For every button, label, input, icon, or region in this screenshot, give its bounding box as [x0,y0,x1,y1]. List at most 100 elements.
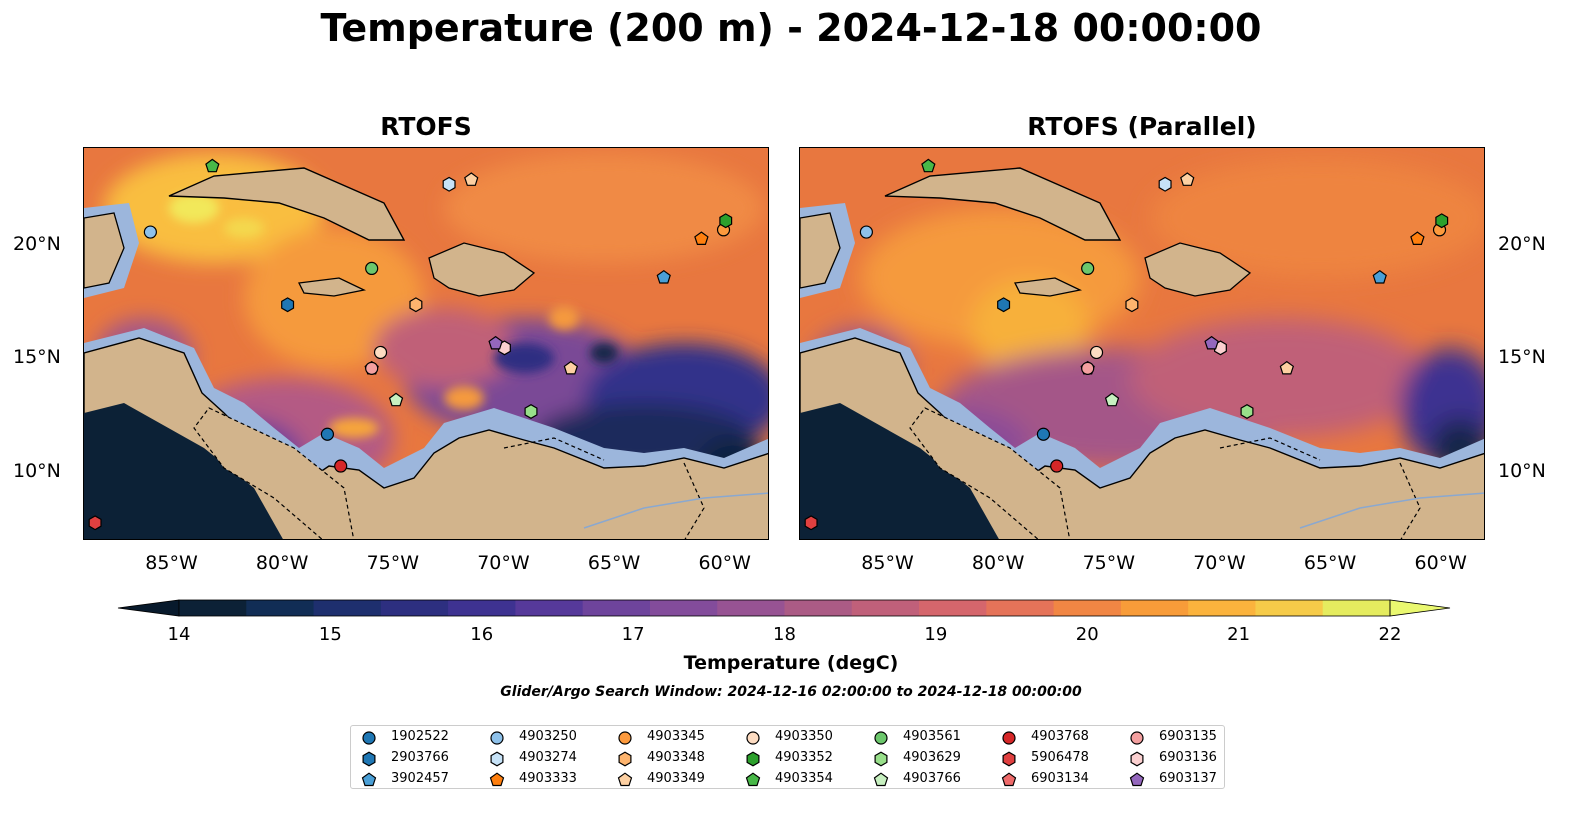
map-rtofs[interactable] [83,147,769,540]
lat-tick-label-right: 10°N [1498,459,1546,482]
legend-marker-4903348[interactable] [618,751,632,767]
legend-marker-4903354[interactable] [745,772,761,787]
colorbar-tick-label: 20 [1075,624,1099,645]
legend-marker-4903561[interactable] [874,731,888,745]
colorbar [117,599,1451,617]
observation-marker-4903352[interactable] [1435,213,1449,229]
colorbar-tick-label: 21 [1227,624,1251,645]
observation-marker-4903766[interactable] [1104,392,1120,407]
legend-label: 4903766 [903,771,961,786]
observation-marker-1902522[interactable] [320,427,335,441]
observation-marker-4903354[interactable] [205,158,220,173]
observation-marker-4903629[interactable] [1240,404,1254,419]
legend-marker-4903345[interactable] [618,731,632,745]
legend-marker-4903629[interactable] [874,751,888,767]
colorbar-segment [515,600,584,616]
observation-marker-4903349[interactable] [1180,172,1195,186]
observation-marker-1902522[interactable] [1036,427,1051,441]
observation-marker-4903274[interactable] [1158,176,1172,192]
observation-marker-5906478[interactable] [804,515,818,531]
legend-marker-4903766[interactable] [873,772,889,787]
legend-item: 4903629 [873,749,998,767]
observation-marker-4903349[interactable] [563,360,579,375]
observation-marker-4903333[interactable] [694,231,709,246]
observation-marker-4903349[interactable] [464,172,479,186]
legend-item: 4903561 [873,728,998,746]
observation-marker-4903352[interactable] [719,213,733,229]
legend-item: 4903766 [873,770,998,788]
legend-marker-4903350[interactable] [746,731,760,745]
panel-title-rtofs: RTOFS [380,112,472,141]
observation-marker-4903348[interactable] [409,297,423,313]
legend-marker-6903137[interactable] [1129,772,1145,787]
observation-marker-6903137[interactable] [488,335,503,350]
legend-marker-icon [618,731,632,745]
lat-tick-label-left: 15°N [13,346,61,369]
legend-marker-5906478[interactable] [1002,751,1016,767]
observation-marker-4903350[interactable] [373,345,388,360]
observations-layer [88,158,733,531]
lon-tick-label: 75°W [1082,552,1136,574]
observation-marker-4903768[interactable] [334,459,348,473]
observation-marker-4903766[interactable] [388,392,404,407]
observation-marker-4903350[interactable] [1089,345,1104,360]
legend-marker-4903352[interactable] [746,751,760,767]
observation-marker-3902457[interactable] [656,269,671,284]
colorbar-tick-label: 15 [318,624,342,645]
legend-marker-4903768[interactable] [1002,731,1016,745]
observation-marker-4903354[interactable] [921,158,936,173]
colorbar-segment [784,600,853,616]
observation-marker-4903561[interactable] [365,261,379,275]
legend-marker-4903274[interactable] [490,751,504,767]
observation-marker-6903137[interactable] [1204,335,1219,350]
observation-marker-4903333[interactable] [1410,231,1425,246]
legend-label: 4903350 [775,729,833,744]
legend-marker-4903250[interactable] [490,731,504,745]
observation-marker-6903135[interactable] [365,361,379,375]
colorbar-tick-label: 17 [621,624,645,645]
legend-marker-6903136[interactable] [1130,751,1144,767]
colorbar-segment [448,600,516,616]
observation-marker-4903349[interactable] [1279,360,1295,375]
colorbar-tick-label: 16 [470,624,494,645]
legend-marker-icon [1002,731,1016,745]
legend-item: 5906478 [1001,749,1126,767]
figure-title: Temperature (200 m) - 2024-12-18 00:00:0… [320,6,1262,50]
legend-marker-icon [874,731,888,745]
legend-marker-3902457[interactable] [361,772,377,787]
legend-label: 4903274 [519,750,577,765]
lon-tick-label: 60°W [698,552,751,574]
observation-marker-4903250[interactable] [143,225,157,239]
eddies [169,193,618,438]
lon-tick-label: 70°W [1193,552,1246,574]
legend-marker-icon [745,772,761,787]
legend-item: 1902522 [361,728,486,746]
legend-label: 5906478 [1031,750,1089,765]
legend-marker-2903766[interactable] [362,751,376,767]
observation-marker-4903274[interactable] [442,176,456,192]
legend-marker-4903333[interactable] [489,772,505,787]
colorbar-label: Temperature (degC) [683,652,899,674]
legend: 1902522 2903766 3902457 4903250 4903274 49033… [350,725,1225,789]
legend-label: 4903250 [519,729,577,744]
legend-marker-4903349[interactable] [617,772,633,787]
observation-marker-2903766[interactable] [281,297,295,313]
observation-marker-3902457[interactable] [1372,269,1387,284]
legend-item: 4903349 [617,770,742,788]
observation-marker-5906478[interactable] [88,515,102,531]
observation-marker-6903135[interactable] [1081,361,1095,375]
observation-marker-2903766[interactable] [997,297,1011,313]
observation-marker-4903561[interactable] [1081,261,1095,275]
observation-marker-4903768[interactable] [1050,459,1064,473]
legend-marker-1902522[interactable] [362,731,376,745]
observation-marker-4903348[interactable] [1125,297,1139,313]
observation-marker-4903629[interactable] [524,404,538,419]
lon-tick-label: 75°W [366,552,420,574]
legend-marker-6903135[interactable] [1130,731,1144,745]
legend-marker-6903134[interactable] [1001,772,1017,787]
legend-item: 4903354 [745,770,870,788]
legend-item: 3902457 [361,770,486,788]
map-rtofs-parallel[interactable] [799,147,1485,540]
observation-marker-4903250[interactable] [859,225,873,239]
colorbar-tick-label: 19 [924,624,948,645]
